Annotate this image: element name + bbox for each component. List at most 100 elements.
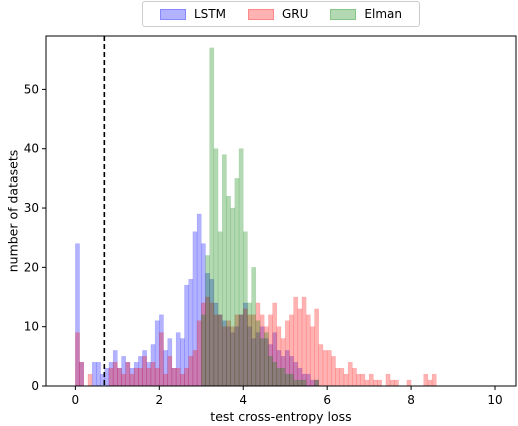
bar-lstm <box>91 362 97 387</box>
y-tick-label: 30 <box>24 201 39 215</box>
bar-gru <box>389 379 395 387</box>
bar-gru <box>150 362 156 387</box>
bar-gru <box>322 350 328 387</box>
legend-label-gru: GRU <box>282 7 309 21</box>
bar-gru <box>394 379 399 387</box>
bar-gru <box>343 373 349 387</box>
legend-item-gru: GRU <box>248 7 308 21</box>
plot-area <box>75 36 437 387</box>
legend-label-elman: Elman <box>364 7 402 21</box>
bar-elman <box>238 148 244 387</box>
bar-gru <box>373 379 378 387</box>
y-tick-label: 40 <box>24 142 39 156</box>
bar-elman <box>205 255 210 387</box>
x-tick-label: 8 <box>407 393 415 407</box>
legend-swatch-elman <box>330 8 357 20</box>
bar-gru <box>305 314 311 387</box>
bar-gru <box>427 379 433 387</box>
y-axis-label: number of datasets <box>5 149 21 273</box>
bar-gru <box>314 308 320 387</box>
bar-gru <box>75 332 80 387</box>
legend-label-lstm: LSTM <box>194 7 226 21</box>
bar-gru <box>339 367 345 387</box>
legend-swatch-lstm <box>160 8 186 20</box>
bar-gru <box>129 373 135 387</box>
bar-gru <box>154 367 160 387</box>
bar-gru <box>121 373 126 387</box>
bar-gru <box>79 362 85 387</box>
legend-item-lstm: LSTM <box>160 7 226 21</box>
y-tick-label: 50 <box>24 82 39 96</box>
bar-elman <box>209 47 215 387</box>
x-axis-label: test cross-entropy loss <box>210 409 352 424</box>
bar-gru <box>184 367 189 387</box>
bar-gru <box>112 362 118 387</box>
legend-item-elman: Elman <box>330 7 402 21</box>
bar-lstm <box>96 362 101 387</box>
bar-elman <box>217 231 223 387</box>
x-tick-label: 10 <box>487 393 502 407</box>
bar-elman <box>272 362 278 387</box>
bar-gru <box>331 356 336 387</box>
y-tick-label: 10 <box>24 320 39 334</box>
bar-gru <box>138 367 143 387</box>
bar-elman <box>222 154 227 387</box>
series-lstm <box>75 213 320 387</box>
bar-gru <box>196 320 202 387</box>
bar-gru <box>406 379 412 387</box>
bar-gru <box>171 367 177 387</box>
series-gru <box>75 296 437 387</box>
x-tick-label: 2 <box>155 393 163 407</box>
y-tick-label: 0 <box>31 379 39 393</box>
bar-elman <box>297 379 303 387</box>
bar-gru <box>87 373 93 387</box>
bar-gru <box>335 367 340 387</box>
legend-swatch-gru <box>248 8 274 20</box>
bar-elman <box>280 367 286 387</box>
bar-gru <box>352 367 357 387</box>
bar-gru <box>117 367 122 387</box>
bar-elman <box>259 338 265 387</box>
bar-elman <box>301 379 307 387</box>
bar-gru <box>360 373 366 387</box>
legend: LSTM GRU Elman <box>142 1 420 27</box>
bar-elman <box>255 320 261 387</box>
bar-gru <box>293 296 299 387</box>
bar-elman <box>201 314 206 387</box>
bar-gru <box>108 367 114 387</box>
bar-gru <box>423 373 429 387</box>
bar-gru <box>297 308 303 387</box>
bar-elman <box>234 178 240 387</box>
bar-gru <box>146 367 152 387</box>
bar-gru <box>431 373 437 387</box>
bar-elman <box>263 332 269 387</box>
bar-elman <box>230 207 236 387</box>
bar-elman <box>213 148 219 387</box>
bar-elman <box>247 302 252 387</box>
bar-elman <box>251 267 257 387</box>
bar-gru <box>180 373 185 387</box>
bar-gru <box>159 332 164 387</box>
bar-gru <box>356 373 361 387</box>
axes: 0 2 4 6 8 10 0 10 20 30 40 50 <box>24 35 517 407</box>
y-tick-label: 20 <box>24 260 39 274</box>
bar-elman <box>289 373 294 387</box>
bar-elman <box>314 379 320 387</box>
bar-gru <box>368 373 374 387</box>
bar-elman <box>242 231 248 387</box>
bar-elman <box>226 195 231 387</box>
x-tick-label: 0 <box>72 393 80 407</box>
bar-elman <box>293 379 299 387</box>
bar-elman <box>268 356 273 387</box>
bar-gru <box>326 350 332 387</box>
bar-gru <box>142 356 147 387</box>
x-tick-label: 6 <box>323 393 331 407</box>
bar-gru <box>188 356 194 387</box>
bar-elman <box>284 373 290 387</box>
bar-gru <box>385 373 391 387</box>
bar-gru <box>125 362 131 387</box>
bar-gru <box>318 344 324 387</box>
bar-gru <box>310 326 315 387</box>
bar-gru <box>192 350 198 387</box>
